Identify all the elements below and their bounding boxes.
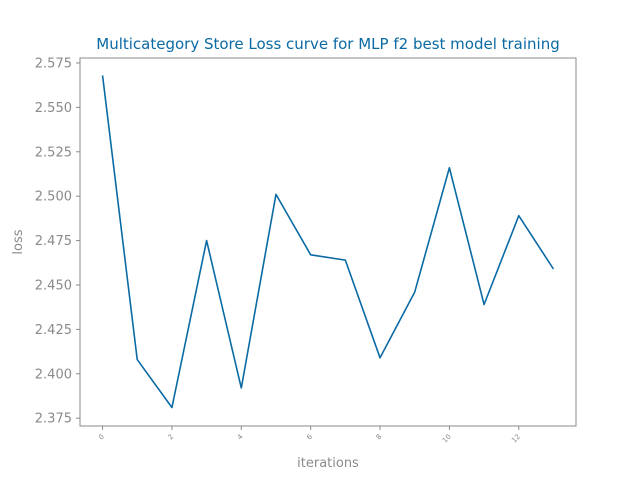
- y-axis-label: loss: [11, 229, 26, 254]
- y-tick-label: 2.575: [35, 56, 72, 71]
- y-tick-label: 2.450: [35, 278, 72, 293]
- y-tick-label: 2.475: [35, 234, 72, 249]
- y-tick-label: 2.400: [35, 367, 72, 382]
- x-axis: 0 2 4 6 8 10 12: [97, 426, 522, 445]
- x-tick-label: 4: [236, 432, 245, 441]
- x-tick-label: 0: [97, 433, 106, 442]
- y-tick-label: 2.525: [35, 145, 72, 160]
- plot-area: [79, 57, 577, 427]
- x-tick-label: 12: [510, 433, 522, 445]
- x-axis-label: iterations: [297, 456, 359, 471]
- x-tick-label: 8: [375, 433, 384, 442]
- y-tick-label: 2.425: [35, 323, 72, 338]
- y-tick-label: 2.500: [35, 190, 72, 205]
- x-tick-label: 10: [441, 433, 453, 445]
- y-tick-label: 2.375: [35, 412, 72, 427]
- chart-title: Multicategory Store Loss curve for MLP f…: [96, 35, 560, 53]
- y-axis: 2.375 2.400 2.425 2.450 2.475 2.500 2.525 2.550…: [35, 56, 80, 427]
- loss-series-line: [101, 75, 555, 409]
- x-tick-label: 6: [305, 432, 314, 441]
- y-tick-label: 2.550: [35, 101, 72, 116]
- x-tick-label: 2: [167, 433, 176, 442]
